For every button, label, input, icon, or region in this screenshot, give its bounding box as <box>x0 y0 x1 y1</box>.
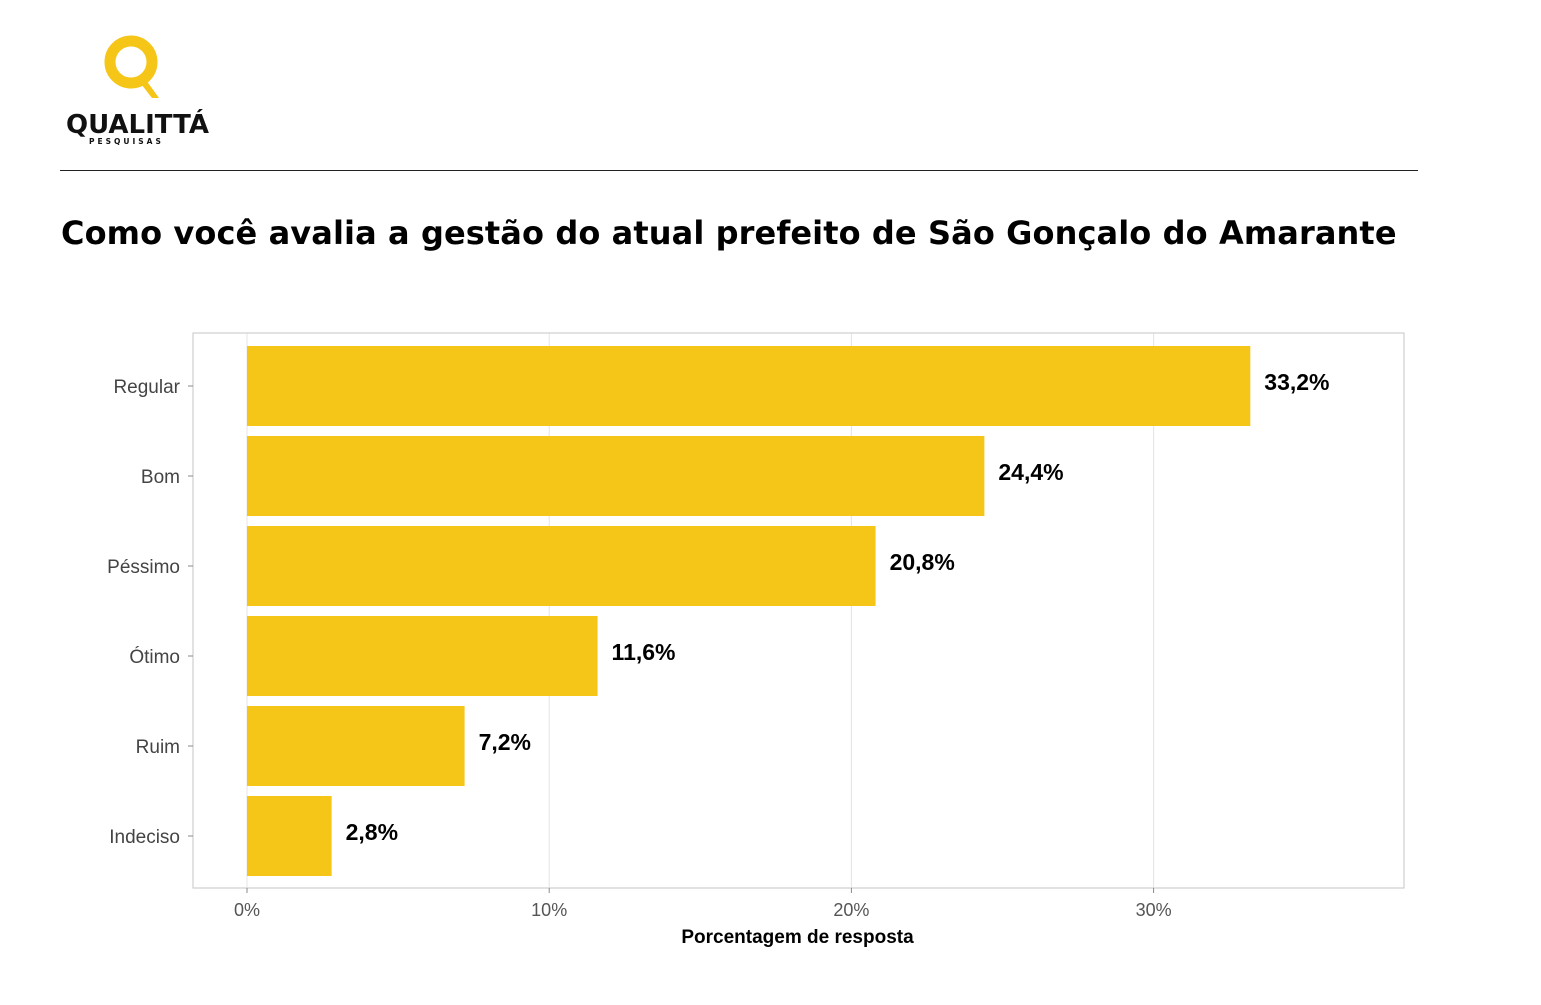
x-tick-label: 0% <box>234 900 260 920</box>
data-label: 7,2% <box>479 729 531 755</box>
qualitta-logo: QUALITTÁ PESQUISAS <box>60 30 230 150</box>
bar-chart: Regular 33,2% Bom 24,4% Péssimo 20,8% Ótimo 11,… <box>107 332 1405 948</box>
x-tick-label: 10% <box>531 900 567 920</box>
plot-panel <box>192 332 1405 889</box>
bar-regular <box>247 346 1251 426</box>
bar-ruim <box>247 706 465 786</box>
logo-q-tail <box>138 80 159 98</box>
bar-indeciso <box>247 796 332 876</box>
y-tick-label: Ótimo <box>129 646 180 668</box>
data-label: 33,2% <box>1264 369 1329 395</box>
logo-mark: QUALITTÁ PESQUISAS <box>66 35 209 146</box>
bar-péssimo <box>247 526 876 606</box>
bar-ótimo <box>247 616 598 696</box>
y-tick-label: Regular <box>113 377 180 398</box>
y-tick-label: Bom <box>141 467 180 488</box>
data-label: 11,6% <box>612 639 676 665</box>
logo-wordmark: QUALITTÁ <box>66 108 209 140</box>
logo-q-ring <box>104 35 158 89</box>
logo-tagline: PESQUISAS <box>89 137 164 146</box>
data-label: 20,8% <box>890 549 955 575</box>
y-tick-label: Ruim <box>136 737 180 758</box>
x-tick-label: 30% <box>1136 900 1172 920</box>
x-axis-title: Porcentagem de resposta <box>681 927 914 948</box>
data-label: 2,8% <box>346 819 398 845</box>
x-tick-label: 20% <box>833 900 869 920</box>
y-tick-label: Indeciso <box>109 827 180 848</box>
chart-title: Como você avalia a gestão do atual prefe… <box>61 214 1397 252</box>
y-tick-label: Péssimo <box>107 557 180 578</box>
bar-bom <box>247 436 985 516</box>
data-label: 24,4% <box>998 459 1063 485</box>
header-divider <box>60 170 1418 171</box>
